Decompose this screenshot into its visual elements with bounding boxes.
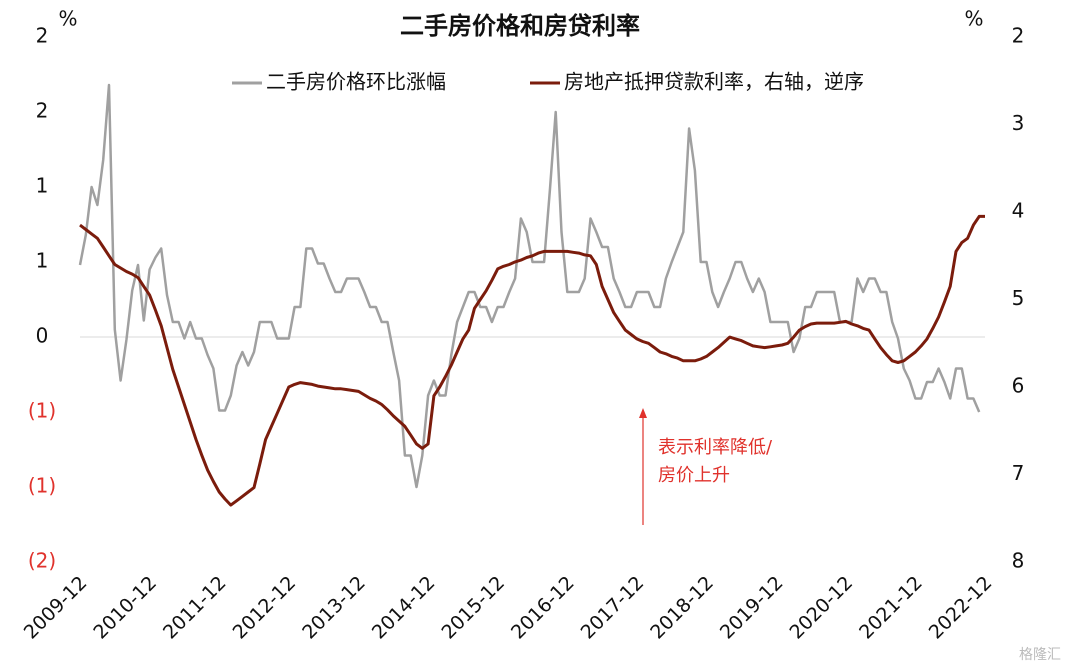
y2-tick-label: 7 <box>1012 461 1025 485</box>
x-tick-label: 2014-12 <box>368 572 440 644</box>
y-tick-label: 2 <box>36 99 49 123</box>
x-tick-label: 2018-12 <box>646 572 718 644</box>
y2-tick-label: 2 <box>1012 24 1025 48</box>
y-tick-label: (1) <box>28 474 56 498</box>
y2-unit: % <box>964 7 983 31</box>
x-tick-label: 2017-12 <box>577 572 649 644</box>
annotation-text: 表示利率降低/ <box>658 437 773 458</box>
y-tick-label: (2) <box>28 549 56 573</box>
annotation-arrowhead <box>639 408 647 418</box>
x-tick-label: 2010-12 <box>89 572 161 644</box>
y-tick-label: 0 <box>36 324 49 348</box>
x-tick-label: 2019-12 <box>716 572 788 644</box>
series-line <box>79 214 985 507</box>
y2-tick-label: 6 <box>1012 374 1025 398</box>
y-tick-label: 1 <box>36 174 49 198</box>
x-tick-label: 2021-12 <box>855 572 927 644</box>
y2-tick-label: 4 <box>1012 199 1025 223</box>
annotation-text: 房价上升 <box>658 465 730 486</box>
y2-tick-label: 5 <box>1012 286 1025 310</box>
x-tick-label: 2012-12 <box>229 572 301 644</box>
legend-label: 房地产抵押贷款利率，右轴，逆序 <box>564 70 864 94</box>
x-tick-label: 2015-12 <box>437 572 509 644</box>
x-tick-label: 2022-12 <box>925 572 997 644</box>
x-tick-label: 2020-12 <box>785 572 857 644</box>
x-tick-label: 2009-12 <box>20 572 92 644</box>
y-unit: % <box>58 7 77 31</box>
x-tick-label: 2013-12 <box>298 572 370 644</box>
y-tick-label: (1) <box>28 399 56 423</box>
x-tick-label: 2011-12 <box>159 572 231 644</box>
y2-tick-label: 8 <box>1012 549 1025 573</box>
y-tick-label: 2 <box>36 24 49 48</box>
chart-title: 二手房价格和房贷利率 <box>400 12 640 40</box>
series-line <box>78 83 981 489</box>
x-tick-label: 2016-12 <box>507 572 579 644</box>
watermark: 格隆汇 <box>1019 647 1061 663</box>
y-tick-label: 1 <box>36 249 49 273</box>
legend-label: 二手房价格环比涨幅 <box>266 70 446 94</box>
y2-tick-label: 3 <box>1012 111 1025 135</box>
